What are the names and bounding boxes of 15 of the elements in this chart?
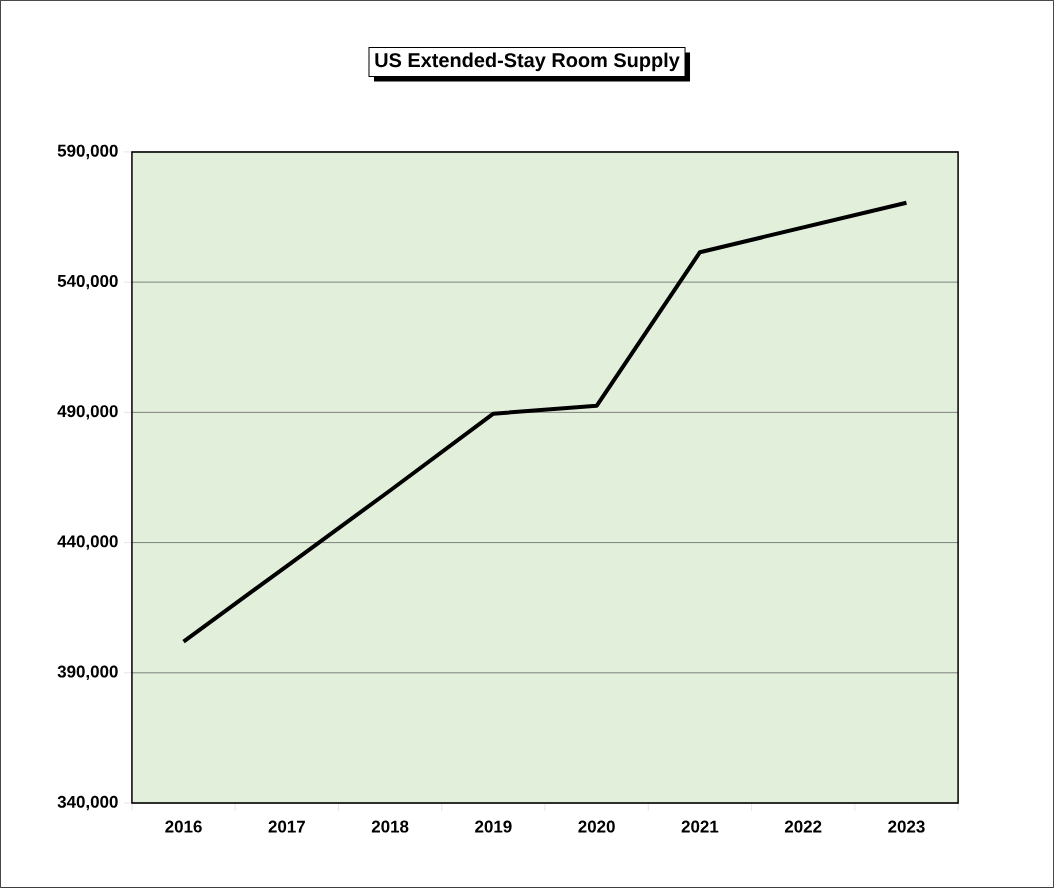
y-tick-label: 540,000 — [57, 274, 118, 290]
x-tick-label: 2020 — [578, 820, 615, 833]
y-tick-label: 390,000 — [57, 665, 118, 681]
x-tick-label: 2023 — [888, 820, 925, 833]
x-tick-label: 2017 — [268, 820, 305, 833]
x-tick-label: 2022 — [784, 820, 822, 833]
x-tick-label: 2019 — [475, 820, 512, 833]
x-tick-label: 2016 — [165, 820, 202, 833]
y-tick-label: 590,000 — [57, 144, 118, 160]
x-tick-label: 2018 — [371, 820, 409, 833]
x-tick-label: 2021 — [681, 820, 719, 833]
y-tick-label: 440,000 — [57, 535, 118, 550]
y-tick-label: 490,000 — [57, 405, 118, 420]
chart-title: US Extended-Stay Room Supply — [375, 52, 680, 72]
y-tick-label: 340,000 — [57, 795, 118, 811]
